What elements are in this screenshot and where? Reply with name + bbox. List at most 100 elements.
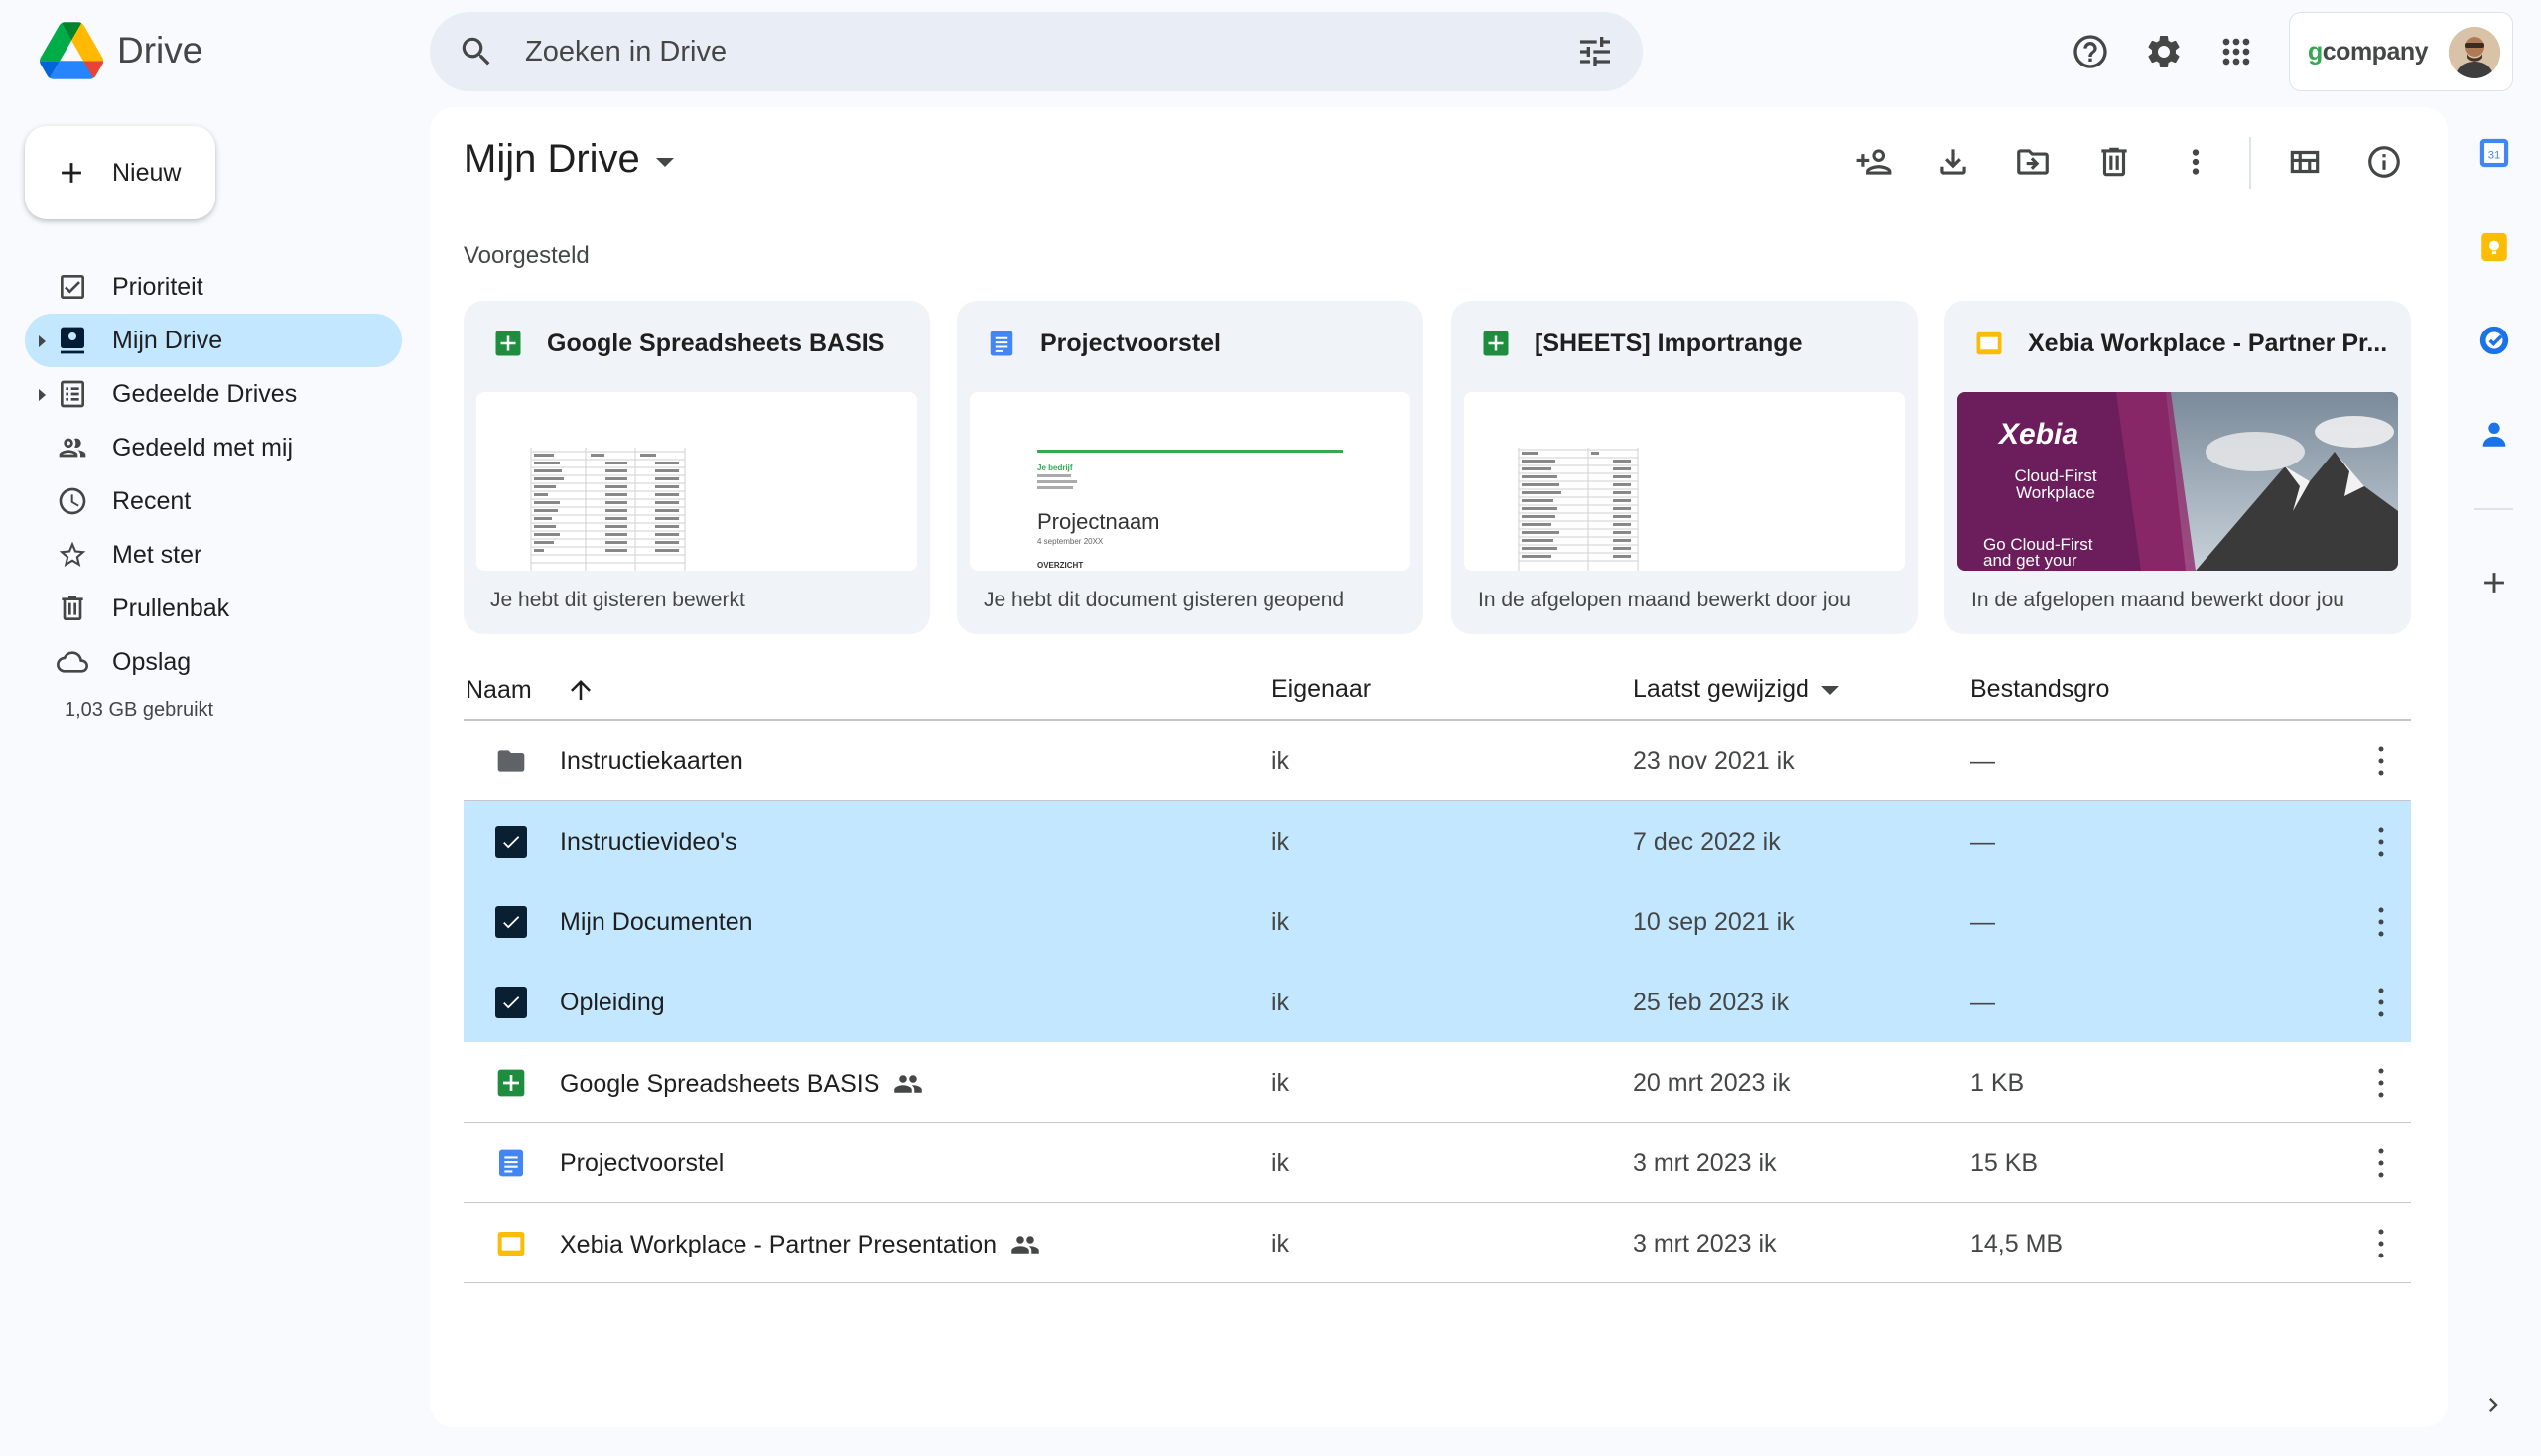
slides-icon <box>497 1232 525 1256</box>
row-more-icon[interactable] <box>2377 1065 2385 1101</box>
shared-drives-icon <box>61 380 84 408</box>
keep-icon[interactable] <box>2477 230 2511 264</box>
chevron-down-icon <box>655 158 674 167</box>
checkbox-checked-icon[interactable] <box>495 987 527 1018</box>
sidebar-item-label: Recent <box>112 486 192 515</box>
file-size: — <box>1970 908 1995 936</box>
table-row[interactable]: Opleiding ik 25 feb 2023 ik — <box>464 962 2411 1042</box>
sidebar-item-label: Met ster <box>112 540 202 569</box>
drive-logo[interactable]: Drive <box>40 22 202 79</box>
chevron-right-icon[interactable] <box>2479 1391 2507 1419</box>
row-more-icon[interactable] <box>2377 824 2385 860</box>
grid-view-icon[interactable] <box>2286 143 2324 181</box>
search-input[interactable]: Zoeken in Drive <box>525 35 728 67</box>
preview-heading: Projectnaam <box>1037 509 1160 534</box>
star-icon <box>59 541 86 567</box>
download-icon[interactable] <box>1935 143 1972 181</box>
sheets-icon <box>497 1069 525 1097</box>
toolbar-divider <box>2249 137 2251 189</box>
column-modified-header[interactable]: Laatst gewijzigd <box>1633 675 1839 704</box>
docs-icon <box>990 331 1013 356</box>
help-icon[interactable] <box>2071 32 2110 71</box>
sidebar-item-label: Mijn Drive <box>112 326 223 354</box>
checkbox-checked-icon[interactable] <box>495 906 527 938</box>
column-owner-header[interactable]: Eigenaar <box>1271 675 1372 703</box>
tasks-icon[interactable] <box>2477 324 2511 357</box>
more-actions-icon[interactable] <box>2177 143 2214 181</box>
sidebar-item-storage[interactable]: Opslag <box>25 635 402 689</box>
row-more-icon[interactable] <box>2377 904 2385 940</box>
suggested-cards: Google Spreadsheets BASIS <box>464 301 2411 634</box>
presentation-preview <box>1957 392 2398 571</box>
new-button[interactable]: Nieuw <box>25 126 215 219</box>
delete-icon[interactable] <box>2095 143 2133 181</box>
add-addon-icon[interactable] <box>2477 566 2511 599</box>
sidebar-item-shared-with-me[interactable]: Gedeeld met mij <box>25 421 402 474</box>
file-modified: 3 mrt 2023 ik <box>1633 1149 1777 1177</box>
sidebar-item-label: Opslag <box>112 647 192 676</box>
sidebar-item-my-drive[interactable]: Mijn Drive <box>25 314 402 367</box>
table-row[interactable]: Instructiekaarten ik 23 nov 2021 ik — <box>464 721 2411 801</box>
apps-grid-icon[interactable] <box>2216 32 2256 71</box>
share-icon[interactable] <box>1855 143 1893 181</box>
sidebar-item-label: Prioriteit <box>112 272 203 301</box>
settings-icon[interactable] <box>2144 32 2184 71</box>
search-options-icon[interactable] <box>1575 32 1615 71</box>
sidebar-item-label: Prullenbak <box>112 594 230 622</box>
shared-with-me-icon <box>59 438 86 458</box>
suggested-card[interactable]: Google Spreadsheets BASIS <box>464 301 930 634</box>
row-more-icon[interactable] <box>2377 1226 2385 1261</box>
spreadsheet-preview <box>530 448 686 571</box>
file-preview: Xebia Cloud-First Workplace Go Cloud-Fir… <box>1957 392 2398 571</box>
search-bar[interactable]: Zoeken in Drive <box>430 12 1643 91</box>
docs-icon <box>499 1149 523 1177</box>
chevron-down-icon <box>1820 686 1839 695</box>
column-name-header[interactable]: Naam <box>466 675 596 705</box>
column-size-header[interactable]: Bestandsgro <box>1970 675 2110 703</box>
file-name: Instructiekaarten <box>560 747 743 775</box>
card-title: Xebia Workplace - Partner Pr... <box>2028 329 2388 357</box>
expand-arrow-icon[interactable] <box>39 389 46 401</box>
sidebar-item-shared-drives[interactable]: Gedeelde Drives <box>25 367 402 421</box>
priority-icon <box>61 275 84 299</box>
file-modified: 25 feb 2023 ik <box>1633 989 1790 1016</box>
sort-ascending-icon[interactable] <box>566 675 596 705</box>
plus-icon <box>62 163 81 183</box>
file-owner: ik <box>1271 747 1290 775</box>
table-row[interactable]: Google Spreadsheets BASIS ik 20 mrt 2023… <box>464 1042 2411 1123</box>
page-title-dropdown[interactable]: Mijn Drive <box>464 137 674 182</box>
suggested-card[interactable]: [SHEETS] Importrange <box>1451 301 1918 634</box>
table-row[interactable]: Mijn Documenten ik 10 sep 2021 ik — <box>464 881 2411 962</box>
row-more-icon[interactable] <box>2377 1145 2385 1181</box>
move-to-folder-icon[interactable] <box>2014 143 2052 181</box>
sheets-icon <box>1483 331 1509 356</box>
row-more-icon[interactable] <box>2377 743 2385 779</box>
spreadsheet-preview <box>1518 448 1639 571</box>
shared-icon <box>1011 1236 1039 1254</box>
file-name: Xebia Workplace - Partner Presentation <box>560 1230 998 1258</box>
info-icon[interactable] <box>2365 143 2403 181</box>
file-owner: ik <box>1271 1230 1290 1257</box>
sidebar-item-recent[interactable]: Recent <box>25 474 402 528</box>
calendar-icon[interactable]: 31 <box>2477 136 2511 170</box>
account-switcher[interactable]: gcompany <box>2289 12 2513 91</box>
file-size: 1 KB <box>1970 1069 2025 1097</box>
sidebar-item-trash[interactable]: Prullenbak <box>25 582 402 635</box>
checkbox-checked-icon[interactable] <box>495 826 527 858</box>
sidebar-item-starred[interactable]: Met ster <box>25 528 402 582</box>
suggested-card[interactable]: Xebia Workplace - Partner Pr... Xebia <box>1944 301 2411 634</box>
table-row[interactable]: Projectvoorstel ik 3 mrt 2023 ik 15 KB <box>464 1123 2411 1203</box>
main-panel: Mijn Drive Voorgesteld Google Spreadshee… <box>430 107 2448 1427</box>
sidebar-item-priority[interactable]: Prioriteit <box>25 260 402 314</box>
avatar[interactable] <box>2449 27 2500 78</box>
search-icon[interactable] <box>458 33 495 70</box>
table-row[interactable]: Instructievideo's ik 7 dec 2022 ik — <box>464 801 2411 881</box>
table-row[interactable]: Xebia Workplace - Partner Presentation i… <box>464 1203 2411 1283</box>
file-name: Google Spreadsheets BASIS <box>560 1069 880 1098</box>
file-size: 15 KB <box>1970 1149 2039 1177</box>
card-title: Projectvoorstel <box>1040 329 1222 357</box>
contacts-icon[interactable] <box>2477 417 2511 451</box>
suggested-card[interactable]: Projectvoorstel Je bedrijf Projectnaam 4… <box>957 301 1423 634</box>
row-more-icon[interactable] <box>2377 985 2385 1020</box>
expand-arrow-icon[interactable] <box>39 335 46 347</box>
